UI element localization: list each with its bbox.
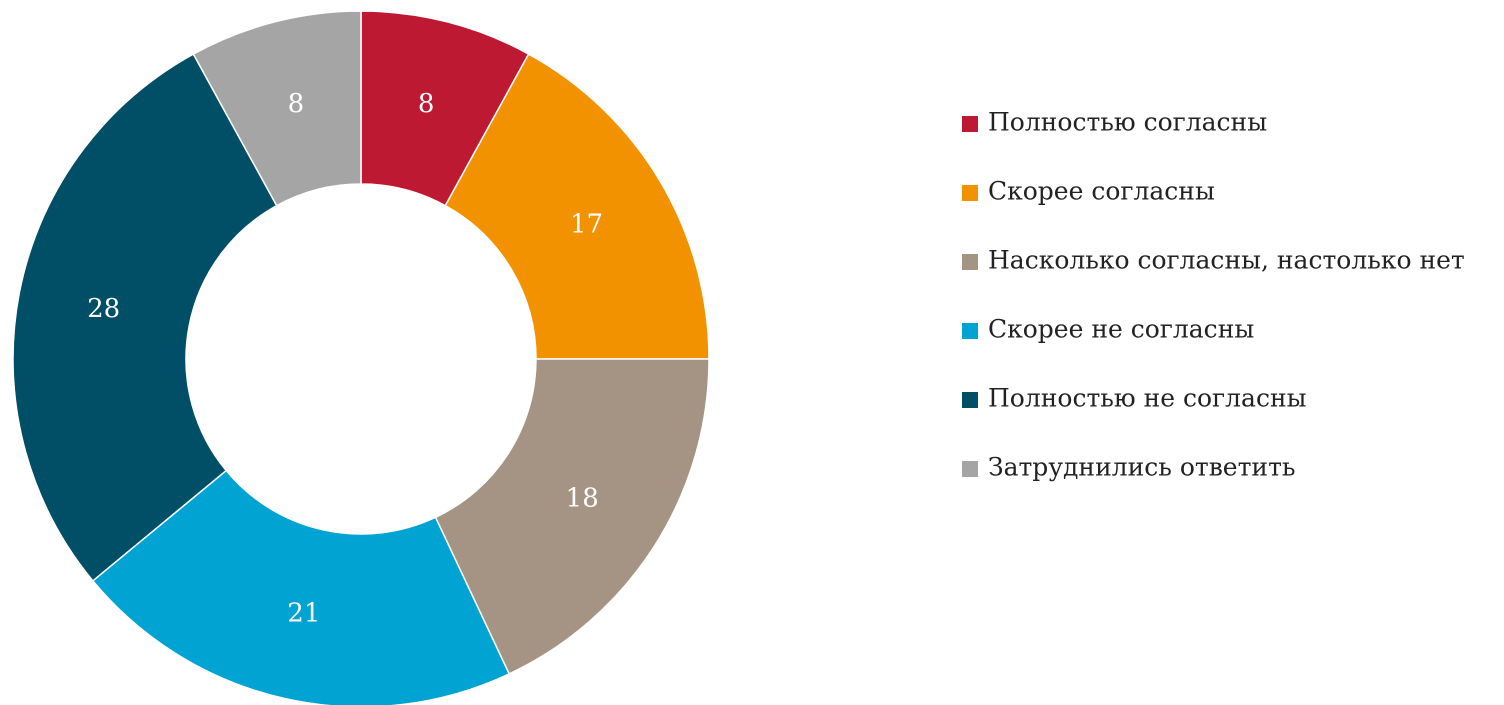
data-label: 8	[418, 89, 435, 119]
donut-slice	[91, 469, 511, 705]
legend-label: Скорее не согласны	[988, 315, 1254, 344]
donut-slice	[12, 53, 278, 582]
legend-swatch	[962, 392, 978, 408]
data-label: 21	[287, 599, 320, 629]
legend-label: Насколько согласны, настолько нет	[988, 246, 1465, 275]
legend-label: Полностью не согласны	[988, 384, 1307, 413]
legend-swatch	[962, 461, 978, 477]
data-label: 8	[288, 89, 305, 119]
data-label: 18	[566, 483, 599, 513]
donut-slice	[444, 53, 710, 360]
data-label: 17	[570, 210, 603, 240]
legend-label: Затруднились ответить	[988, 453, 1296, 482]
legend-swatch	[962, 185, 978, 201]
legend-label: Скорее согласны	[988, 177, 1215, 206]
legend-swatch	[962, 323, 978, 339]
data-label: 28	[87, 294, 120, 324]
legend-label: Полностью согласны	[988, 108, 1267, 137]
donut-slice	[434, 358, 710, 675]
legend-swatch	[962, 116, 978, 132]
donut-slice	[192, 10, 362, 207]
legend-swatch	[962, 254, 978, 270]
